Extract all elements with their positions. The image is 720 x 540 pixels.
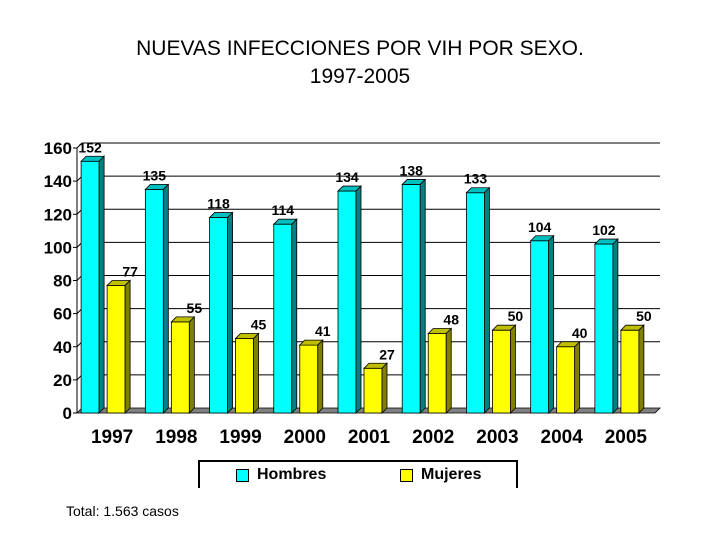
- total-note: Total: 1.563 casos: [66, 503, 179, 519]
- bar-side-mujeres: [317, 339, 324, 414]
- bar-mujeres: [427, 333, 447, 414]
- bar-mujeres: [235, 338, 254, 414]
- bar-mujeres: [556, 346, 576, 414]
- data-label-mujeres: 50: [636, 308, 652, 324]
- bar-mujeres: [363, 367, 383, 414]
- data-label-mujeres: 41: [315, 323, 331, 339]
- x-tick-label: 2001: [348, 427, 391, 448]
- x-tick-label: 2000: [284, 427, 326, 448]
- data-label-mujeres: 50: [508, 308, 524, 324]
- bar-hombres: [273, 223, 293, 414]
- data-label-mujeres: 45: [251, 316, 267, 332]
- y-tick-label: 100: [44, 238, 72, 257]
- bar-side-hombres: [612, 238, 619, 414]
- y-tick-label: 80: [53, 272, 72, 291]
- bar-mujeres: [106, 285, 126, 414]
- chart-title: NUEVAS INFECCIONES POR VIH POR SEXO.: [136, 37, 584, 60]
- data-label-hombres: 114: [271, 202, 294, 218]
- bar-side-hombres: [484, 186, 490, 414]
- gridline-side: [76, 142, 83, 149]
- data-label-hombres: 152: [78, 139, 102, 155]
- x-tick-label: 1997: [91, 427, 133, 448]
- bar-side-mujeres: [445, 327, 452, 414]
- bar-side-mujeres: [574, 340, 581, 414]
- bar-mujeres: [620, 329, 640, 414]
- x-tick-label: 2003: [476, 427, 518, 448]
- data-label-hombres: 133: [464, 171, 488, 187]
- data-label-mujeres: 77: [122, 263, 138, 279]
- y-tick-label: 120: [44, 205, 72, 224]
- bar-side-mujeres: [381, 362, 388, 414]
- bar-side-hombres: [162, 183, 169, 414]
- legend-label-hombres: Hombres: [257, 466, 327, 483]
- bar-hombres: [466, 192, 485, 414]
- y-tick-label: 140: [44, 172, 72, 191]
- bar-side-mujeres: [124, 279, 131, 414]
- legend: Hombres Mujeres: [198, 460, 518, 488]
- bar-side-mujeres: [253, 332, 259, 414]
- x-tick-label: 2002: [412, 427, 454, 448]
- bar-side-hombres: [291, 218, 298, 414]
- bar-hombres: [144, 189, 164, 414]
- x-tick-label: 2005: [605, 427, 648, 448]
- bar-hombres: [209, 217, 228, 414]
- bar-side-hombres: [227, 211, 233, 414]
- bar-hombres: [530, 240, 550, 414]
- bar-side-hombres: [98, 155, 105, 414]
- data-label-mujeres: 48: [443, 312, 459, 328]
- bar-side-mujeres: [188, 315, 195, 414]
- legend-item-mujeres: Mujeres: [400, 466, 481, 484]
- data-label-hombres: 135: [143, 167, 167, 183]
- data-label-hombres: 138: [400, 162, 424, 178]
- data-label-hombres: 102: [592, 222, 616, 238]
- data-label-mujeres: 40: [572, 325, 588, 341]
- data-label-hombres: 118: [207, 196, 230, 212]
- x-tick-label: 1998: [155, 427, 197, 448]
- data-label-hombres: 104: [528, 219, 552, 235]
- x-tick-label: 2004: [541, 427, 584, 448]
- chart-subtitle: 1997-2005: [309, 65, 411, 88]
- bar-side-mujeres: [638, 324, 645, 414]
- bar-side-mujeres: [510, 324, 516, 414]
- data-label-mujeres: 27: [379, 346, 395, 362]
- data-label-mujeres: 55: [187, 300, 203, 316]
- legend-swatch-hombres: [236, 468, 249, 482]
- bar-hombres: [401, 184, 421, 414]
- bar-hombres: [594, 243, 614, 414]
- legend-item-hombres: Hombres: [236, 466, 326, 484]
- bar-side-hombres: [419, 178, 426, 414]
- data-label-hombres: 134: [335, 169, 359, 185]
- bar-hombres: [80, 160, 100, 414]
- y-tick-label: 60: [53, 305, 72, 324]
- bar-mujeres: [299, 344, 319, 414]
- y-tick-label: 20: [53, 371, 72, 390]
- x-tick-label: 1999: [219, 427, 261, 448]
- bar-side-hombres: [355, 185, 362, 414]
- legend-label-mujeres: Mujeres: [421, 466, 482, 483]
- y-tick-label: 0: [63, 404, 72, 423]
- y-tick-label: 160: [44, 139, 72, 158]
- bar-mujeres: [492, 329, 511, 414]
- bar-mujeres: [170, 321, 190, 414]
- y-tick-label: 40: [53, 338, 72, 357]
- bar-hombres: [337, 190, 357, 414]
- bar-side-hombres: [548, 234, 555, 414]
- legend-swatch-mujeres: [400, 468, 413, 482]
